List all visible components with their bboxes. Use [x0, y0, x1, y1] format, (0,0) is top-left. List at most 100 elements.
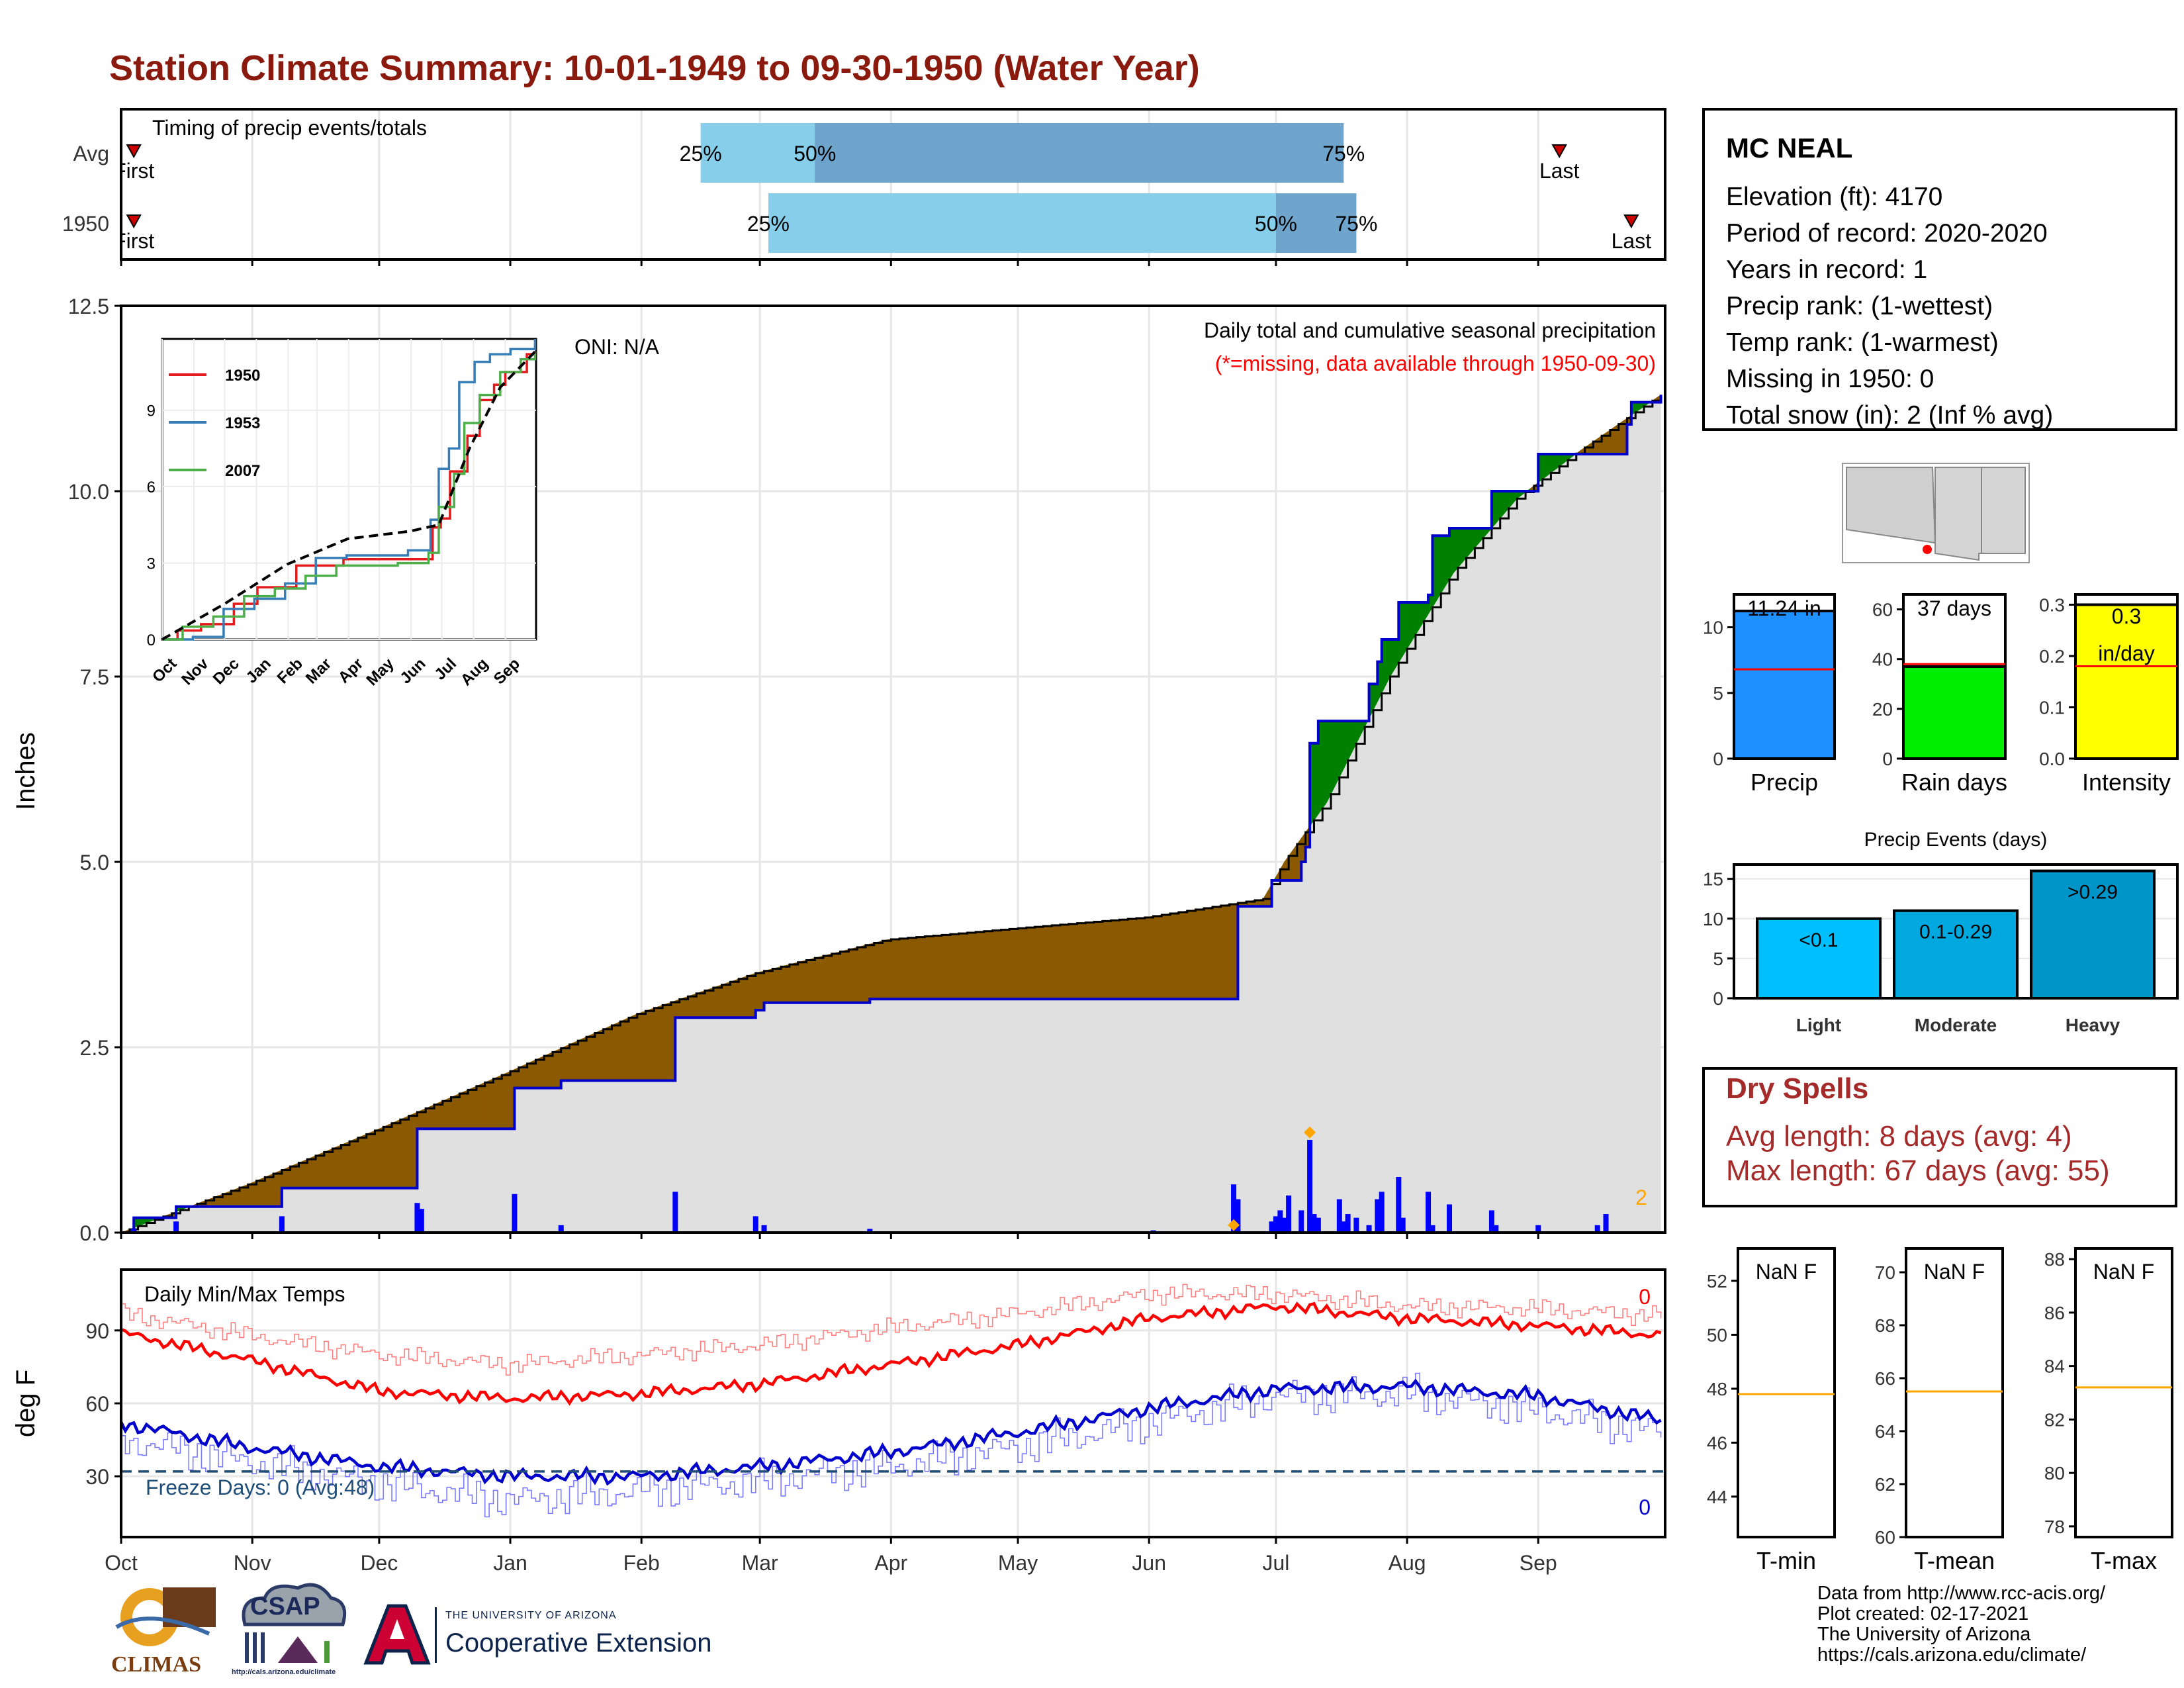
- daily-precip-bar: [1286, 1196, 1292, 1233]
- daily-precip-bars: [131, 1140, 1609, 1233]
- departure-segment: [747, 974, 752, 1018]
- departure-segment: [891, 939, 895, 1000]
- departure-segment: [1466, 528, 1471, 559]
- departure-segment: [1402, 602, 1408, 657]
- departure-segment: [1013, 927, 1019, 1000]
- departure-segment: [615, 1021, 621, 1081]
- mini-chart-value-label2: in/day: [2098, 641, 2154, 665]
- timing-q50-q75-bar: [815, 123, 1344, 183]
- inset-ytick-label: 9: [147, 402, 156, 420]
- departure-segment: [366, 1132, 371, 1189]
- departure-segment: [1127, 918, 1132, 1000]
- departure-segment: [1335, 720, 1340, 786]
- departure-segment: [1212, 906, 1217, 1000]
- departure-segment: [400, 1117, 405, 1189]
- mini-chart-value-label: NaN F: [1924, 1260, 1985, 1284]
- station-snow: Total snow (in): 2 (Inf % avg): [1726, 401, 2054, 430]
- timing-q75-label: 75%: [1335, 212, 1377, 236]
- mini-chart-value-label: 11.24 in: [1747, 596, 1821, 620]
- daily-precip-bar: [131, 1229, 137, 1233]
- events-bar-label: 0.1-0.29: [1919, 921, 1992, 943]
- departure-segment: [1174, 912, 1179, 1000]
- departure-segment: [624, 1017, 629, 1081]
- daily-precip-bar: [1273, 1216, 1279, 1233]
- credits-line4: https://cals.arizona.edu/climate/: [1817, 1644, 2087, 1665]
- csap-logo-url: http://cals.arizona.edu/climate: [232, 1668, 336, 1676]
- climas-logo-text: CLIMAS: [111, 1652, 202, 1677]
- departure-segment: [929, 935, 934, 1000]
- observed-cumulative-line: [121, 395, 1662, 1234]
- mini-ytick-label: 86: [2044, 1303, 2065, 1323]
- events-bar-label: <0.1: [1799, 929, 1838, 951]
- daily-precip-bar: [1235, 1199, 1241, 1233]
- inset-series-line: [161, 350, 536, 641]
- departure-segment: [345, 1141, 350, 1189]
- departure-segment: [835, 951, 841, 1004]
- mini-chart-bar: [1733, 609, 1836, 761]
- mini-chart-value-label: NaN F: [1756, 1260, 1817, 1284]
- departure-segment: [954, 933, 959, 1000]
- daily-precip-bar: [1298, 1210, 1304, 1233]
- departure-segment: [1314, 743, 1319, 821]
- departure-segment: [1017, 927, 1023, 1000]
- departure-segment: [1030, 926, 1035, 1000]
- daily-precip-bar: [1493, 1225, 1499, 1233]
- daily-precip-bar: [752, 1216, 758, 1233]
- station-precip-rank: Precip rank: (1-wettest): [1726, 292, 1993, 320]
- departure-segment: [1178, 911, 1183, 1000]
- departure-segment: [1165, 913, 1171, 1000]
- departure-segment: [472, 1086, 477, 1129]
- mini-chart-value-label: 0.3: [2112, 604, 2141, 628]
- departure-segment: [874, 941, 879, 1000]
- page-title: Station Climate Summary: 10-01-1949 to 0…: [109, 48, 1200, 88]
- main-ytick-label: 0.0: [80, 1221, 109, 1245]
- timing-last-marker: [1623, 214, 1639, 229]
- departure-segment: [1169, 912, 1175, 1000]
- departure-segment: [607, 1025, 612, 1081]
- map-arizona-nm: [1934, 467, 2026, 561]
- departure-segment: [484, 1080, 490, 1129]
- csap-logo-text: CSAP: [250, 1593, 320, 1620]
- mini-ytick-label: 10: [1703, 618, 1723, 638]
- departure-segment: [619, 1019, 625, 1081]
- departure-segment: [1326, 720, 1332, 803]
- avg-tmin-line: [119, 1376, 1662, 1486]
- departure-segment: [455, 1093, 460, 1129]
- mini-ytick-label: 46: [1707, 1432, 1727, 1453]
- credits-line2: Plot created: 02-17-2021: [1817, 1603, 2029, 1624]
- departure-segment: [780, 965, 786, 1004]
- daily-precip-bar: [1277, 1210, 1283, 1233]
- daily-precip-bar: [1535, 1225, 1541, 1233]
- daily-precip-bar: [1307, 1140, 1313, 1233]
- ua-logo: THE UNIVERSITY OF ARIZONA Cooperative Ex…: [361, 1602, 745, 1675]
- departure-segment: [320, 1151, 325, 1189]
- departure-segment: [1102, 920, 1107, 1000]
- departure-segment: [590, 1033, 596, 1081]
- snow-marker: [1304, 1126, 1316, 1139]
- departure-segment: [819, 955, 824, 1004]
- inset-legend-label: 2007: [225, 462, 260, 480]
- timing-clip-mask: [0, 109, 120, 262]
- departure-segment: [1199, 908, 1205, 1000]
- daily-precip-bar: [1594, 1225, 1600, 1233]
- events-plot-border: [1733, 863, 2179, 1000]
- departure-segment: [628, 1015, 633, 1081]
- mini-ytick-label: 68: [1875, 1315, 1895, 1336]
- station-period: Period of record: 2020-2020: [1726, 219, 2048, 248]
- departure-segment: [1115, 919, 1120, 1000]
- departure-segment: [1140, 917, 1146, 1000]
- timing-q50-label: 50%: [794, 142, 836, 165]
- timing-row-label-front: Avg: [73, 142, 109, 165]
- timing-q25-label: 25%: [680, 142, 722, 165]
- station-missing: Missing in 1950: 0: [1726, 365, 1934, 393]
- mini-ytick-label: 88: [2044, 1249, 2065, 1270]
- mini-chart-category: Rain days: [1901, 769, 2007, 796]
- departure-segment: [383, 1125, 388, 1189]
- timing-last-label: Last: [1612, 229, 1652, 253]
- daily-precip-bar: [414, 1203, 420, 1233]
- csap-logo-mark: [242, 1583, 347, 1663]
- mini-chart-frame: [1737, 1247, 1836, 1538]
- avg-tmax-line: [120, 1301, 1662, 1406]
- mini-ytick-label: 0: [1713, 749, 1723, 769]
- departure-segment: [1153, 915, 1158, 1000]
